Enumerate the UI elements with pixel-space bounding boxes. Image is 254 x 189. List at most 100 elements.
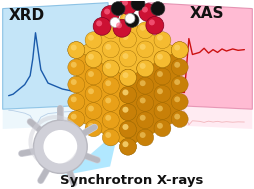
Circle shape <box>139 98 145 103</box>
Circle shape <box>145 16 163 34</box>
Circle shape <box>68 42 84 58</box>
Circle shape <box>116 22 122 28</box>
Circle shape <box>88 106 93 112</box>
Circle shape <box>171 93 187 110</box>
Circle shape <box>85 68 102 85</box>
Circle shape <box>119 104 136 121</box>
Circle shape <box>85 32 102 49</box>
Circle shape <box>171 42 187 58</box>
Circle shape <box>153 68 170 85</box>
Circle shape <box>122 0 128 6</box>
Circle shape <box>105 25 111 31</box>
Circle shape <box>119 0 136 15</box>
Circle shape <box>139 132 145 138</box>
Circle shape <box>105 98 111 103</box>
Polygon shape <box>3 104 108 129</box>
Circle shape <box>156 123 162 129</box>
Circle shape <box>119 31 136 48</box>
Polygon shape <box>76 50 128 147</box>
Circle shape <box>104 9 110 15</box>
Circle shape <box>71 62 76 68</box>
Polygon shape <box>76 20 179 78</box>
Text: Synchrotron X-rays: Synchrotron X-rays <box>60 174 203 187</box>
Circle shape <box>102 95 119 111</box>
Polygon shape <box>147 3 251 109</box>
Circle shape <box>136 95 153 111</box>
Circle shape <box>119 104 136 121</box>
Circle shape <box>119 50 136 67</box>
Circle shape <box>153 120 170 137</box>
Circle shape <box>122 89 128 95</box>
Circle shape <box>173 62 179 68</box>
Circle shape <box>105 132 111 138</box>
Circle shape <box>71 79 76 85</box>
Circle shape <box>136 77 153 94</box>
Circle shape <box>96 20 102 26</box>
Polygon shape <box>147 104 251 129</box>
Circle shape <box>136 41 153 58</box>
Text: XRD: XRD <box>9 9 45 23</box>
Circle shape <box>153 32 170 49</box>
Circle shape <box>139 115 145 121</box>
Circle shape <box>71 114 76 119</box>
Circle shape <box>136 60 153 77</box>
Circle shape <box>68 59 84 76</box>
Circle shape <box>153 51 170 68</box>
Circle shape <box>173 96 179 102</box>
Circle shape <box>71 96 76 102</box>
Circle shape <box>173 114 179 119</box>
Circle shape <box>119 69 136 86</box>
Circle shape <box>173 45 179 50</box>
Circle shape <box>119 87 136 103</box>
Circle shape <box>124 14 138 27</box>
Circle shape <box>119 121 136 138</box>
Circle shape <box>88 71 93 77</box>
Circle shape <box>122 89 128 95</box>
Circle shape <box>85 120 102 137</box>
Circle shape <box>68 111 84 128</box>
Circle shape <box>101 6 119 23</box>
Circle shape <box>113 19 131 37</box>
Circle shape <box>68 76 84 93</box>
Circle shape <box>138 4 156 21</box>
Circle shape <box>88 54 93 60</box>
Circle shape <box>85 103 102 119</box>
Circle shape <box>88 88 93 94</box>
Circle shape <box>122 107 128 113</box>
Circle shape <box>122 72 128 78</box>
Circle shape <box>136 22 153 39</box>
Circle shape <box>139 44 145 50</box>
Circle shape <box>122 53 128 59</box>
Circle shape <box>171 76 187 93</box>
Polygon shape <box>58 127 122 176</box>
Circle shape <box>122 124 128 130</box>
Circle shape <box>71 45 76 50</box>
Circle shape <box>148 19 154 25</box>
Circle shape <box>105 63 111 69</box>
Circle shape <box>122 15 128 21</box>
Circle shape <box>122 72 128 78</box>
Circle shape <box>88 123 93 129</box>
Circle shape <box>122 34 128 40</box>
Circle shape <box>122 107 128 113</box>
Circle shape <box>122 141 128 147</box>
Circle shape <box>156 54 162 60</box>
Circle shape <box>173 45 179 50</box>
Circle shape <box>153 85 170 102</box>
Circle shape <box>122 141 128 147</box>
Circle shape <box>105 80 111 86</box>
Polygon shape <box>128 50 179 147</box>
Circle shape <box>105 115 111 121</box>
Circle shape <box>150 2 164 15</box>
Circle shape <box>43 130 77 163</box>
Circle shape <box>139 80 145 86</box>
Circle shape <box>122 72 128 78</box>
Circle shape <box>139 63 145 69</box>
Circle shape <box>93 17 111 35</box>
Circle shape <box>85 51 102 68</box>
Circle shape <box>111 2 124 15</box>
Circle shape <box>153 51 170 68</box>
Circle shape <box>119 12 136 29</box>
Circle shape <box>139 25 145 31</box>
Circle shape <box>139 63 145 69</box>
